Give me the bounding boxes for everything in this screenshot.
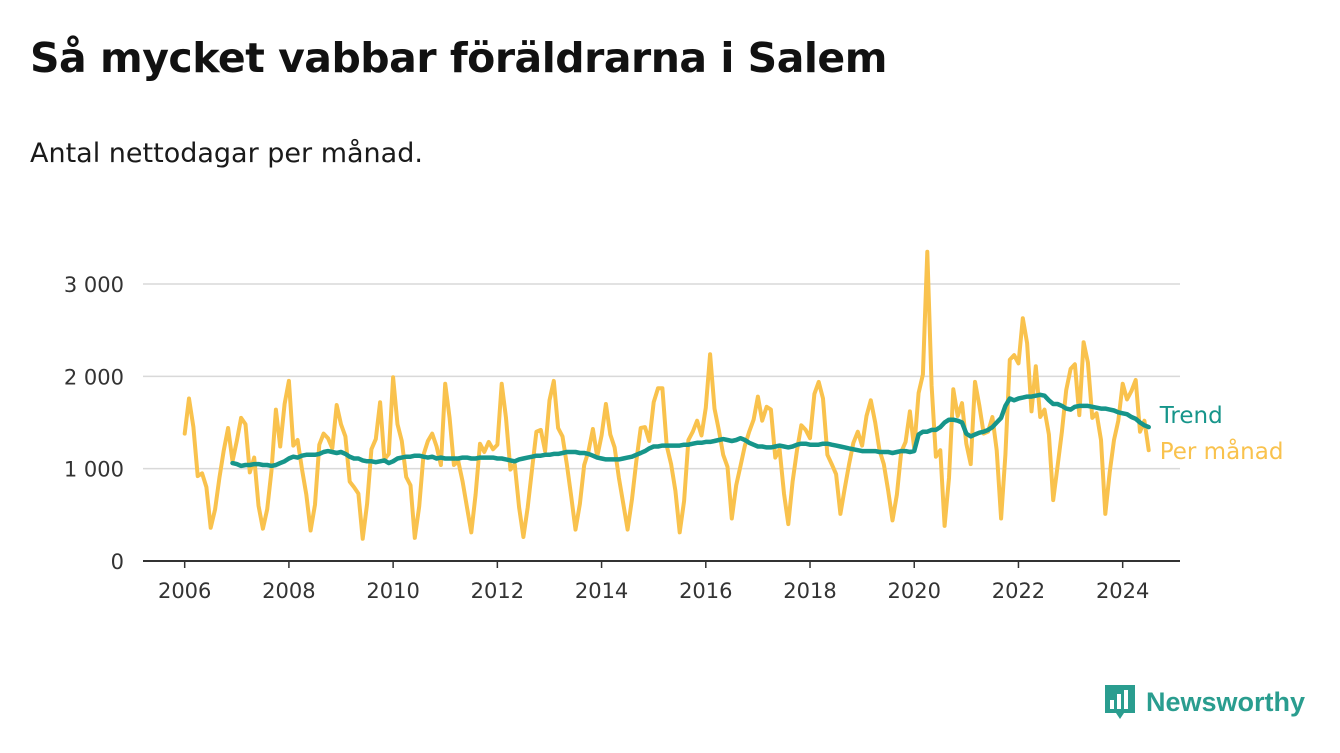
series-line [182, 249, 1151, 541]
x-tick-label: 2020 [888, 579, 941, 603]
series-line [230, 392, 1151, 469]
x-tick-label: 2010 [366, 579, 419, 603]
x-tick-label: 2014 [575, 579, 628, 603]
series-label: Trend [1159, 403, 1223, 429]
x-axis-ticks: 2006 2008 2010 2012 2014 2016 2018 2020 2022 2024 [158, 561, 1149, 603]
x-tick-label: 2006 [158, 579, 211, 603]
y-tick-label: 1 000 [64, 458, 124, 482]
chart-subtitle: Antal nettodagar per månad. [30, 138, 423, 169]
x-tick-label: 2012 [471, 579, 524, 603]
y-tick-label: 3 000 [64, 273, 124, 297]
series-labels: Per månad Trend [1159, 403, 1284, 465]
brand-name: Newsworthy [1146, 686, 1306, 717]
y-tick-label: 0 [111, 550, 124, 574]
y-tick-label: 2 000 [64, 365, 124, 389]
x-tick-label: 2008 [262, 579, 315, 603]
x-tick-label: 2022 [992, 579, 1045, 603]
bar-chart-icon [1105, 685, 1135, 719]
newsworthy-logo: Newsworthy [1102, 682, 1305, 722]
x-tick-label: 2024 [1096, 579, 1149, 603]
chart-title: Så mycket vabbar föräldrarna i Salem [30, 34, 887, 82]
x-tick-label: 2018 [783, 579, 836, 603]
series-label: Per månad [1160, 437, 1284, 465]
series-lines [182, 249, 1151, 541]
y-axis-ticks: 0 1 000 2 000 3 000 [64, 273, 124, 574]
x-tick-label: 2016 [679, 579, 732, 603]
